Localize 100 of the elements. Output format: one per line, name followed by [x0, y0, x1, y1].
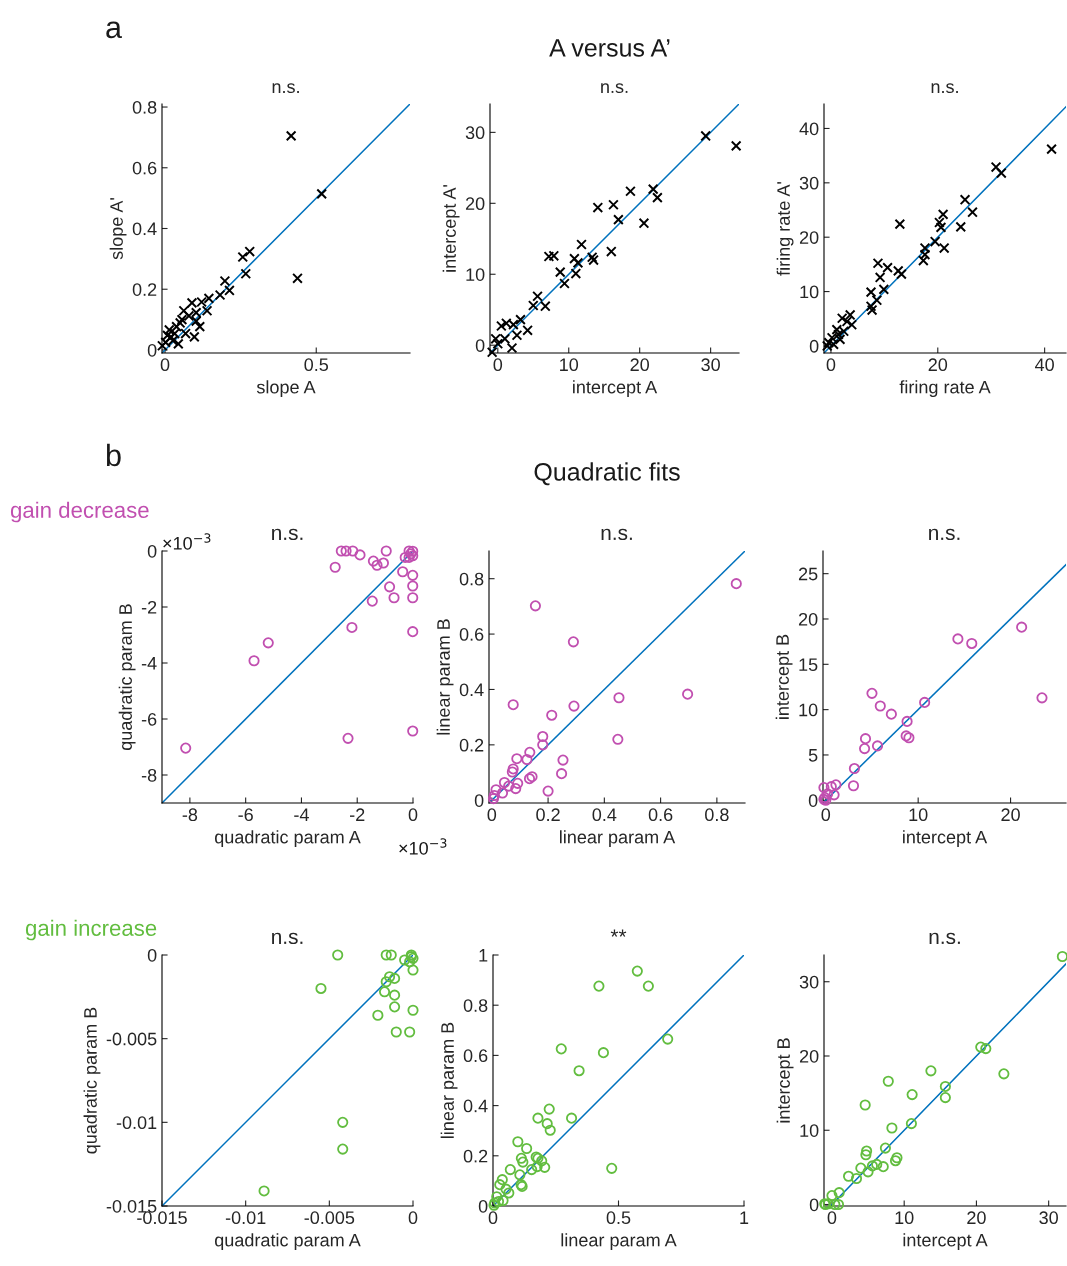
x-tick-label: 0	[821, 808, 831, 822]
text: b	[106, 443, 121, 467]
text: gain decrease	[10, 501, 149, 523]
x-tick-label: 30	[701, 358, 720, 372]
y-axis-title: quadratic param B	[83, 1007, 101, 1154]
chart-title: n.s.	[272, 932, 303, 945]
y-tick-label: 0.8	[463, 999, 488, 1012]
y-tick-label: 0	[147, 343, 157, 357]
x-tick-label: 10	[895, 1211, 914, 1225]
y-tick-label: -0.015	[106, 1199, 157, 1213]
x-tick-label: -6	[238, 808, 253, 822]
chart-title: n.s.	[601, 528, 632, 541]
y-tick-label: 0	[474, 794, 484, 807]
chart-title: n.s.	[931, 83, 958, 94]
x-tick-label: 0	[493, 358, 503, 372]
y-tick-label: 30	[799, 975, 819, 989]
x-axis-title: quadratic param A	[215, 1233, 361, 1251]
text: a	[106, 21, 122, 39]
x-tick-label: 30	[1039, 1211, 1058, 1225]
y-tick-label: 0.8	[132, 100, 157, 114]
y-tick-label: 10	[466, 268, 485, 281]
y-axis-title: slope A'	[109, 198, 127, 260]
x-tick-label: -0.01	[225, 1211, 266, 1225]
text: ×10$^{−3}$	[163, 533, 211, 550]
text: ×10$^{−3}$	[399, 838, 447, 855]
y-tick-label: 0	[147, 544, 157, 558]
y-tick-label: 0	[147, 948, 157, 962]
chart-title: n.s.	[601, 83, 628, 94]
x-tick-label: 0	[408, 1211, 418, 1225]
y-tick-label: 0.2	[463, 1149, 488, 1163]
y-tick-label: 20	[799, 1049, 819, 1063]
text: Quadratic fits	[534, 462, 680, 486]
y-axis-title: linear param B	[436, 619, 454, 735]
x-tick-label: 10	[560, 358, 579, 372]
x-axis-title: intercept A	[573, 380, 658, 398]
chart-title: n.s.	[272, 528, 303, 541]
x-tick-label: 20	[967, 1211, 986, 1225]
chart-title: **	[610, 929, 627, 937]
x-tick-label: 40	[1035, 358, 1054, 372]
y-tick-label: 10	[799, 703, 818, 717]
y-tick-label: 20	[465, 197, 485, 211]
y-tick-label: 15	[799, 658, 818, 672]
x-tick-label: 0	[826, 358, 836, 372]
x-tick-label: 10	[909, 808, 928, 822]
x-axis-title: slope A	[256, 380, 316, 398]
y-tick-label: 0.6	[132, 161, 157, 175]
chart-title: n.s.	[929, 528, 960, 541]
x-tick-label: -8	[182, 808, 198, 822]
x-tick-label: 0.8	[705, 808, 729, 822]
x-tick-label: 20	[928, 358, 948, 372]
x-axis-title: intercept A	[903, 830, 988, 848]
text: A versus A’	[549, 39, 670, 57]
y-tick-label: -8	[141, 768, 157, 782]
y-tick-label: 0.4	[463, 1099, 488, 1113]
y-axis-title: intercept B	[775, 634, 793, 719]
y-tick-label: -0.01	[116, 1116, 157, 1130]
y-tick-label: 1	[479, 949, 488, 962]
chart-title: n.s.	[272, 83, 299, 94]
y-tick-label: 0.2	[132, 283, 157, 296]
x-tick-label: 20	[1001, 808, 1020, 822]
x-tick-label: 0.6	[648, 808, 673, 822]
y-axis-title: firing rate A'	[776, 182, 794, 276]
y-axis-title: intercept B	[776, 1038, 794, 1123]
x-tick-label: 0	[488, 1211, 498, 1225]
x-axis-title: intercept A	[903, 1233, 988, 1251]
x-tick-label: -4	[294, 808, 309, 821]
y-tick-label: 0.2	[459, 738, 484, 752]
y-tick-label: 0.6	[463, 1049, 488, 1063]
y-tick-label: 0.8	[459, 572, 484, 586]
x-tick-label: 1	[740, 1211, 749, 1224]
text: gain increase	[25, 919, 157, 941]
x-tick-label: 0	[487, 808, 497, 822]
x-tick-label: 0.5	[304, 358, 329, 372]
y-tick-label: 30	[799, 176, 819, 190]
y-tick-label: 0	[809, 339, 819, 353]
y-tick-label: 20	[798, 612, 818, 626]
x-axis-title: firing rate A	[899, 380, 991, 398]
y-axis-title: intercept A'	[442, 185, 460, 272]
x-tick-label: 0.2	[536, 808, 560, 822]
y-tick-label: 10	[800, 1124, 819, 1137]
x-tick-label: -0.005	[304, 1211, 355, 1225]
y-tick-label: 0	[478, 1199, 488, 1213]
y-axis-title: linear param B	[440, 1022, 458, 1138]
y-tick-label: -6	[141, 712, 157, 726]
y-tick-label: 0.6	[459, 628, 484, 641]
x-tick-label: 20	[630, 358, 650, 372]
y-tick-label: -4	[141, 657, 157, 670]
y-tick-label: -2	[141, 600, 157, 614]
y-axis-title: quadratic param B	[118, 604, 136, 750]
x-tick-label: 0	[160, 358, 170, 372]
x-axis-title: quadratic param A	[215, 830, 361, 848]
x-tick-label: 0	[408, 808, 418, 822]
y-tick-label: 0	[809, 1198, 819, 1212]
y-tick-label: -0.005	[106, 1032, 157, 1046]
y-tick-label: 25	[798, 567, 818, 581]
y-tick-label: 10	[800, 285, 819, 299]
y-tick-label: 0	[808, 794, 818, 807]
y-tick-label: 0.4	[132, 222, 157, 236]
x-axis-title: linear param A	[561, 1233, 677, 1251]
y-tick-label: 20	[799, 231, 819, 244]
